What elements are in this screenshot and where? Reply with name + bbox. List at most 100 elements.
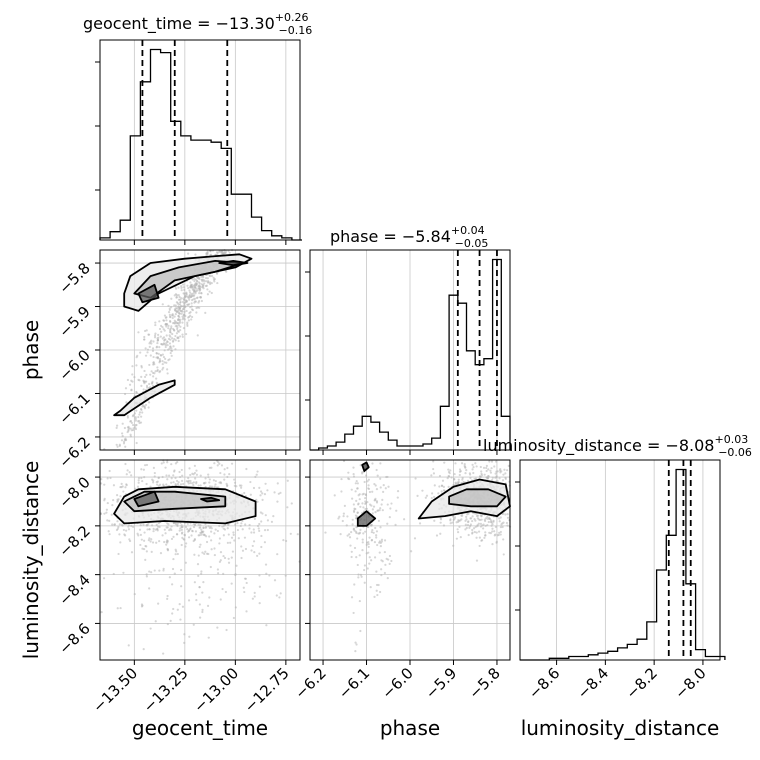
sample-point	[500, 523, 503, 526]
sample-point	[165, 543, 168, 546]
sample-point	[106, 477, 109, 480]
sample-point	[189, 479, 192, 483]
sample-point	[165, 334, 168, 337]
sample-point	[219, 250, 222, 254]
sample-point	[181, 605, 185, 608]
sample-point	[381, 509, 384, 512]
sample-point	[210, 466, 213, 469]
sample-point	[116, 607, 119, 610]
sample-point	[465, 526, 468, 530]
sample-point	[234, 573, 237, 577]
sample-point	[207, 636, 210, 639]
sample-point	[190, 283, 194, 286]
sample-point	[264, 514, 267, 517]
sample-point	[452, 518, 455, 522]
axes-0-0	[95, 39, 301, 245]
sample-point	[159, 324, 163, 327]
grid-2-2	[556, 460, 704, 660]
sample-point	[150, 550, 153, 553]
sample-point	[119, 606, 122, 610]
sample-point	[208, 481, 211, 484]
sample-point	[348, 533, 351, 536]
sample-point	[135, 423, 138, 427]
sample-point	[164, 316, 167, 319]
sample-point	[127, 528, 131, 531]
sample-point	[176, 329, 179, 333]
sample-point	[345, 524, 348, 527]
sample-point	[207, 281, 210, 284]
sample-point	[375, 468, 378, 472]
grid-1-1	[322, 250, 498, 450]
sample-point	[359, 573, 363, 576]
sample-point	[174, 293, 178, 296]
sample-point	[368, 562, 371, 565]
sample-point	[187, 536, 191, 539]
sample-point	[170, 525, 173, 528]
sample-point	[136, 485, 140, 488]
sample-point	[166, 541, 169, 544]
sample-point	[143, 329, 147, 333]
sample-point	[210, 282, 213, 285]
sample-point	[190, 302, 193, 305]
sample-point	[337, 517, 340, 520]
sample-point	[218, 481, 221, 484]
sample-point	[146, 528, 149, 531]
sample-point	[106, 501, 109, 505]
sample-point	[138, 379, 141, 382]
sample-point	[204, 477, 207, 480]
sample-point	[140, 468, 143, 471]
sample-point	[506, 524, 509, 527]
sample-point	[341, 519, 344, 523]
sample-point	[115, 426, 118, 429]
sample-point	[178, 470, 181, 474]
sample-point	[131, 380, 134, 383]
sample-point	[273, 491, 276, 494]
sample-point	[258, 529, 261, 533]
sample-point	[118, 523, 121, 526]
sample-point	[252, 540, 256, 543]
sample-point	[108, 469, 111, 473]
sample-point	[193, 471, 197, 475]
sample-point	[366, 500, 369, 504]
sample-point	[142, 648, 145, 651]
sample-point	[156, 366, 159, 369]
sample-point	[375, 500, 379, 503]
sample-point	[489, 519, 493, 522]
sample-point	[357, 532, 360, 535]
sample-point	[190, 534, 193, 537]
sample-point	[183, 294, 186, 298]
sample-point	[259, 494, 262, 497]
sample-point	[191, 308, 194, 312]
sample-point	[501, 525, 504, 529]
sample-point	[491, 527, 494, 530]
sample-point	[431, 492, 434, 495]
sample-point	[230, 582, 233, 585]
sample-point	[354, 482, 357, 485]
sample-point	[457, 478, 460, 481]
sample-point	[376, 593, 379, 597]
sample-point	[158, 357, 162, 361]
sample-point	[144, 347, 147, 350]
sample-point	[454, 481, 457, 484]
sample-point	[226, 523, 230, 526]
sample-point	[135, 409, 138, 412]
sample-point	[463, 464, 466, 468]
sample-point	[196, 562, 200, 566]
sample-point	[153, 475, 156, 478]
sample-point	[193, 553, 196, 556]
sample-point	[413, 537, 417, 540]
sample-point	[175, 332, 179, 335]
sample-point	[151, 541, 155, 544]
sample-point	[142, 388, 145, 391]
sample-point	[352, 503, 355, 506]
sample-point	[172, 345, 175, 348]
sample-point	[223, 252, 226, 256]
sample-point	[177, 294, 180, 297]
sample-point	[169, 335, 172, 338]
sample-point	[340, 477, 343, 481]
sample-point	[480, 472, 483, 475]
sample-point	[225, 482, 228, 486]
sample-point	[286, 479, 289, 482]
sample-point	[442, 485, 445, 488]
sample-point	[263, 541, 266, 544]
